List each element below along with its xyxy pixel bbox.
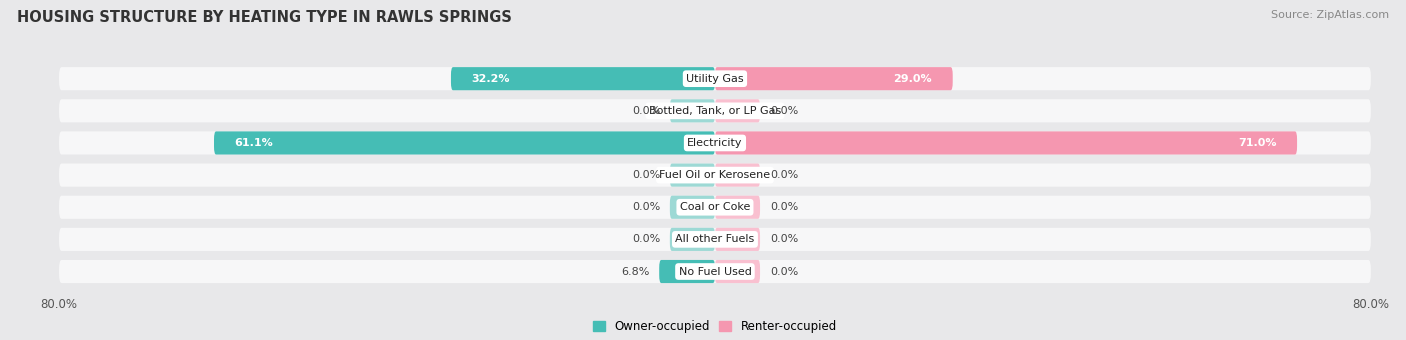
Text: Source: ZipAtlas.com: Source: ZipAtlas.com [1271,10,1389,20]
FancyBboxPatch shape [659,260,716,283]
FancyBboxPatch shape [59,164,1371,187]
Text: 0.0%: 0.0% [770,267,799,276]
Text: 0.0%: 0.0% [631,106,659,116]
Text: 0.0%: 0.0% [631,234,659,244]
Text: All other Fuels: All other Fuels [675,234,755,244]
FancyBboxPatch shape [59,228,1371,251]
FancyBboxPatch shape [59,260,1371,283]
Text: Utility Gas: Utility Gas [686,74,744,84]
FancyBboxPatch shape [716,228,761,251]
Text: 71.0%: 71.0% [1239,138,1277,148]
Text: 0.0%: 0.0% [770,202,799,212]
Text: Coal or Coke: Coal or Coke [679,202,751,212]
Text: 0.0%: 0.0% [770,170,799,180]
FancyBboxPatch shape [716,195,761,219]
FancyBboxPatch shape [59,99,1371,122]
FancyBboxPatch shape [59,195,1371,219]
FancyBboxPatch shape [716,260,761,283]
Text: 61.1%: 61.1% [235,138,273,148]
Text: Bottled, Tank, or LP Gas: Bottled, Tank, or LP Gas [648,106,782,116]
FancyBboxPatch shape [716,131,1298,155]
Text: 6.8%: 6.8% [621,267,650,276]
FancyBboxPatch shape [716,67,953,90]
FancyBboxPatch shape [716,164,761,187]
FancyBboxPatch shape [669,164,716,187]
FancyBboxPatch shape [669,228,716,251]
Text: 0.0%: 0.0% [631,202,659,212]
Text: No Fuel Used: No Fuel Used [679,267,751,276]
Text: 0.0%: 0.0% [631,170,659,180]
Text: 32.2%: 32.2% [471,74,510,84]
Text: 0.0%: 0.0% [770,234,799,244]
Text: Fuel Oil or Kerosene: Fuel Oil or Kerosene [659,170,770,180]
FancyBboxPatch shape [669,195,716,219]
Text: 29.0%: 29.0% [894,74,932,84]
Text: HOUSING STRUCTURE BY HEATING TYPE IN RAWLS SPRINGS: HOUSING STRUCTURE BY HEATING TYPE IN RAW… [17,10,512,25]
FancyBboxPatch shape [451,67,716,90]
Text: 0.0%: 0.0% [770,106,799,116]
FancyBboxPatch shape [214,131,716,155]
FancyBboxPatch shape [59,67,1371,90]
Legend: Owner-occupied, Renter-occupied: Owner-occupied, Renter-occupied [588,316,842,338]
FancyBboxPatch shape [59,131,1371,155]
FancyBboxPatch shape [669,99,716,122]
Text: Electricity: Electricity [688,138,742,148]
FancyBboxPatch shape [716,99,761,122]
